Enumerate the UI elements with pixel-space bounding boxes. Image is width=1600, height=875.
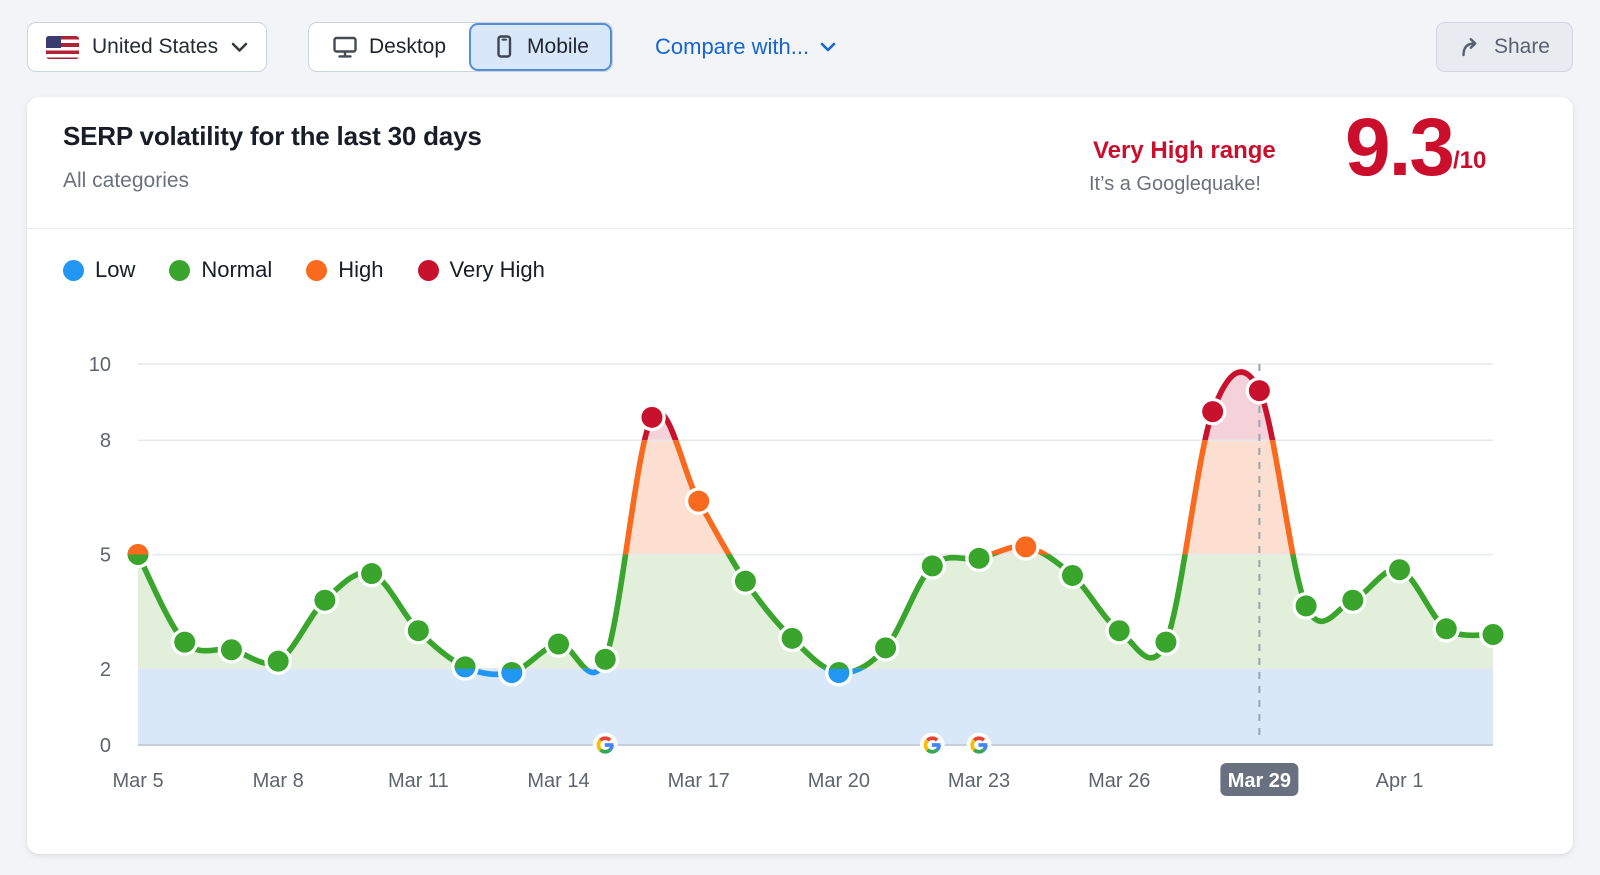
svg-text:Mar 8: Mar 8: [253, 770, 304, 792]
page-title: SERP volatility for the last 30 days: [63, 121, 482, 151]
share-icon: [1462, 38, 1477, 57]
svg-text:5: 5: [100, 545, 111, 567]
svg-text:Mar 23: Mar 23: [948, 770, 1010, 792]
svg-text:Mar 11: Mar 11: [388, 770, 449, 792]
svg-text:Mar 5: Mar 5: [112, 770, 163, 792]
category-subtitle: All categories: [63, 169, 190, 192]
legend-item-normal: Normal: [169, 257, 272, 283]
svg-text:Apr 1: Apr 1: [1376, 770, 1424, 792]
high-dot-icon: [306, 259, 328, 281]
google-update-icon: [966, 732, 992, 758]
us-flag-icon: [46, 35, 79, 59]
country-label: United States: [92, 35, 219, 58]
share-button[interactable]: Share: [1435, 22, 1573, 72]
google-update-icon: [919, 732, 945, 758]
legend-item-very-high: Very High: [417, 257, 545, 283]
svg-text:0: 0: [100, 735, 111, 757]
volatility-range-note: It’s a Googlequake!: [1089, 173, 1261, 195]
volatility-range-label: Very High range: [1093, 137, 1276, 164]
svg-text:2: 2: [100, 659, 111, 681]
google-update-icon: [592, 732, 618, 758]
serp-volatility-card: SERP volatility for the last 30 days All…: [27, 97, 1573, 854]
normal-dot-icon: [169, 259, 191, 281]
volatility-score: 9.3 /10: [1345, 102, 1487, 193]
svg-text:8: 8: [100, 430, 111, 452]
volatility-chart[interactable]: 10 8 5 2 0 Mar 5 Mar 8 Mar 11 Mar 14 Mar 17 Mar 2…: [27, 330, 1573, 810]
card-divider: [27, 228, 1573, 229]
country-selector[interactable]: United States: [27, 22, 268, 72]
svg-text:Mar 20: Mar 20: [808, 770, 870, 792]
chart-legend: Low Normal High Very High: [63, 257, 545, 283]
desktop-label: Desktop: [369, 35, 447, 58]
compare-with-link[interactable]: Compare with...: [655, 34, 836, 60]
chevron-down-icon: [820, 42, 836, 52]
legend-item-high: High: [306, 257, 384, 283]
compare-with-label: Compare with...: [655, 34, 810, 59]
share-label: Share: [1493, 35, 1550, 58]
svg-text:10: 10: [89, 354, 111, 376]
device-toggle: Desktop Mobile: [308, 22, 613, 72]
svg-text:Mar 14: Mar 14: [527, 770, 589, 792]
device-option-mobile[interactable]: Mobile: [469, 23, 612, 71]
desktop-icon: [333, 36, 357, 58]
chevron-down-icon: [231, 42, 248, 52]
low-dot-icon: [63, 259, 84, 281]
svg-text:Mar 26: Mar 26: [1088, 770, 1150, 792]
legend-item-low: Low: [63, 257, 135, 283]
mobile-icon: [497, 35, 512, 58]
svg-text:Mar 29: Mar 29: [1228, 770, 1291, 792]
score-denominator: /10: [1453, 147, 1487, 175]
mobile-label: Mobile: [527, 35, 589, 58]
device-option-desktop[interactable]: Desktop: [309, 23, 469, 71]
top-toolbar: United States Desktop Mobile Compare wit…: [0, 0, 1600, 97]
score-value: 9.3: [1345, 102, 1455, 193]
svg-text:Mar 17: Mar 17: [668, 770, 730, 792]
very-high-dot-icon: [417, 259, 439, 281]
